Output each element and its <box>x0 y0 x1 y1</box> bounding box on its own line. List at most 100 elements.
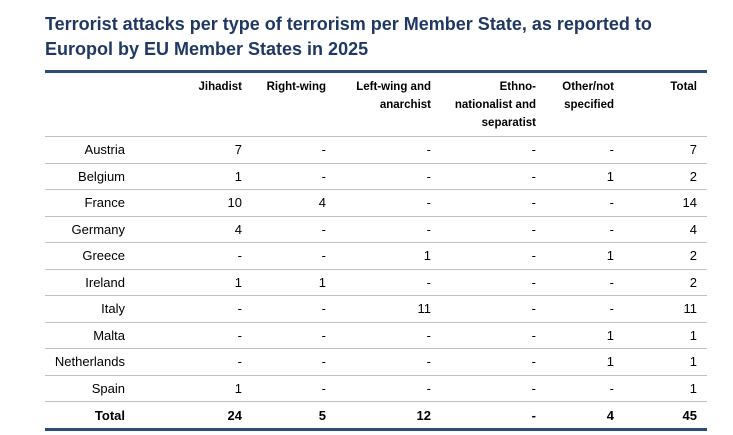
value-cell: - <box>441 242 546 269</box>
table-body: Austria 7- - - -7 Belgium 1- - -1 2 France 10 4- - -14… <box>45 136 707 431</box>
country-cell: Greece <box>45 242 135 269</box>
total-label: Total <box>45 401 135 431</box>
value-cell: 1 <box>624 374 707 402</box>
table-row: France 10 4- - -14 <box>45 189 707 216</box>
value-cell: 1 <box>135 374 252 402</box>
value-cell: 1 <box>546 242 624 269</box>
value-cell: - <box>336 374 441 402</box>
value-cell: - <box>252 136 336 163</box>
value-cell: - <box>252 295 336 322</box>
value-cell: 4 <box>624 215 707 243</box>
value-cell: - <box>546 268 624 296</box>
country-cell: Belgium <box>45 162 135 190</box>
country-cell: Italy <box>45 295 135 322</box>
value-cell: - <box>336 321 441 349</box>
total-value-cell: - <box>441 401 546 431</box>
value-cell: 11 <box>336 295 441 322</box>
header-cell-left-wing-anarchist: Left-wing and anarchist <box>336 70 441 137</box>
value-cell: 14 <box>624 189 707 216</box>
value-cell: 7 <box>135 136 252 163</box>
header-cell-country <box>45 70 135 137</box>
header-cell-jihadist: Jihadist <box>135 70 252 137</box>
value-cell: 1 <box>546 348 624 375</box>
value-cell: - <box>441 215 546 243</box>
total-value-cell: 24 <box>135 401 252 431</box>
value-cell: 1 <box>624 348 707 375</box>
value-cell: - <box>336 215 441 243</box>
total-row: Total 24 5 12-4 45 <box>45 401 707 431</box>
table-row: Austria 7- - - -7 <box>45 136 707 163</box>
value-cell: 2 <box>624 242 707 269</box>
value-cell: - <box>135 295 252 322</box>
value-cell: - <box>252 162 336 190</box>
value-cell: 11 <box>624 295 707 322</box>
country-cell: France <box>45 189 135 216</box>
country-cell: Malta <box>45 321 135 349</box>
value-cell: - <box>546 215 624 243</box>
value-cell: - <box>135 348 252 375</box>
value-cell: - <box>546 136 624 163</box>
table-row: Greece - -1-1 2 <box>45 242 707 269</box>
value-cell: - <box>441 189 546 216</box>
value-cell: 4 <box>252 189 336 216</box>
table-row: Spain 1- - - -1 <box>45 374 707 402</box>
table-row: Netherlands - - - -1 1 <box>45 348 707 375</box>
value-cell: - <box>336 162 441 190</box>
value-cell: - <box>546 295 624 322</box>
country-cell: Spain <box>45 374 135 402</box>
value-cell: - <box>252 374 336 402</box>
value-cell: 1 <box>336 242 441 269</box>
table-row: Belgium 1- - -1 2 <box>45 162 707 190</box>
value-cell: 2 <box>624 268 707 296</box>
country-cell: Austria <box>45 136 135 163</box>
value-cell: 1 <box>135 268 252 296</box>
value-cell: - <box>441 321 546 349</box>
value-cell: - <box>546 189 624 216</box>
country-cell: Germany <box>45 215 135 243</box>
value-cell: 7 <box>624 136 707 163</box>
value-cell: 1 <box>252 268 336 296</box>
table-row: Malta - - - -1 1 <box>45 321 707 349</box>
table-row: Ireland 1 1- - -2 <box>45 268 707 296</box>
value-cell: - <box>441 136 546 163</box>
value-cell: - <box>336 348 441 375</box>
value-cell: - <box>441 348 546 375</box>
value-cell: - <box>336 136 441 163</box>
value-cell: - <box>546 374 624 402</box>
attacks-table: Jihadist Right-wing Left-wing and anarchi… <box>45 70 707 431</box>
header-row: Jihadist Right-wing Left-wing and anarchi… <box>45 70 707 137</box>
total-value-cell: 4 <box>546 401 624 431</box>
header-cell-ethno-nationalist-separatist: Ethno-nationalist and separatist <box>441 70 546 137</box>
value-cell: - <box>441 295 546 322</box>
value-cell: 10 <box>135 189 252 216</box>
total-value-cell: 12 <box>336 401 441 431</box>
value-cell: 2 <box>624 162 707 190</box>
value-cell: - <box>252 321 336 349</box>
table-row: Italy - -11- -11 <box>45 295 707 322</box>
total-value-cell: 5 <box>252 401 336 431</box>
value-cell: - <box>441 374 546 402</box>
header-cell-total: Total <box>624 70 707 137</box>
country-cell: Ireland <box>45 268 135 296</box>
value-cell: 1 <box>546 321 624 349</box>
value-cell: 1 <box>624 321 707 349</box>
table-row: Germany 4- - - -4 <box>45 215 707 243</box>
value-cell: 1 <box>546 162 624 190</box>
value-cell: - <box>252 348 336 375</box>
country-cell: Netherlands <box>45 348 135 375</box>
value-cell: - <box>336 189 441 216</box>
value-cell: - <box>135 321 252 349</box>
table-title: Terrorist attacks per type of terrorism … <box>45 14 652 59</box>
total-value-cell: 45 <box>624 401 707 431</box>
value-cell: - <box>441 268 546 296</box>
value-cell: - <box>441 162 546 190</box>
header-cell-other-not-specified: Other/not specified <box>546 70 624 137</box>
value-cell: - <box>135 242 252 269</box>
value-cell: - <box>336 268 441 296</box>
header-cell-right-wing: Right-wing <box>252 70 336 137</box>
value-cell: 1 <box>135 162 252 190</box>
value-cell: - <box>252 215 336 243</box>
value-cell: - <box>252 242 336 269</box>
value-cell: 4 <box>135 215 252 243</box>
